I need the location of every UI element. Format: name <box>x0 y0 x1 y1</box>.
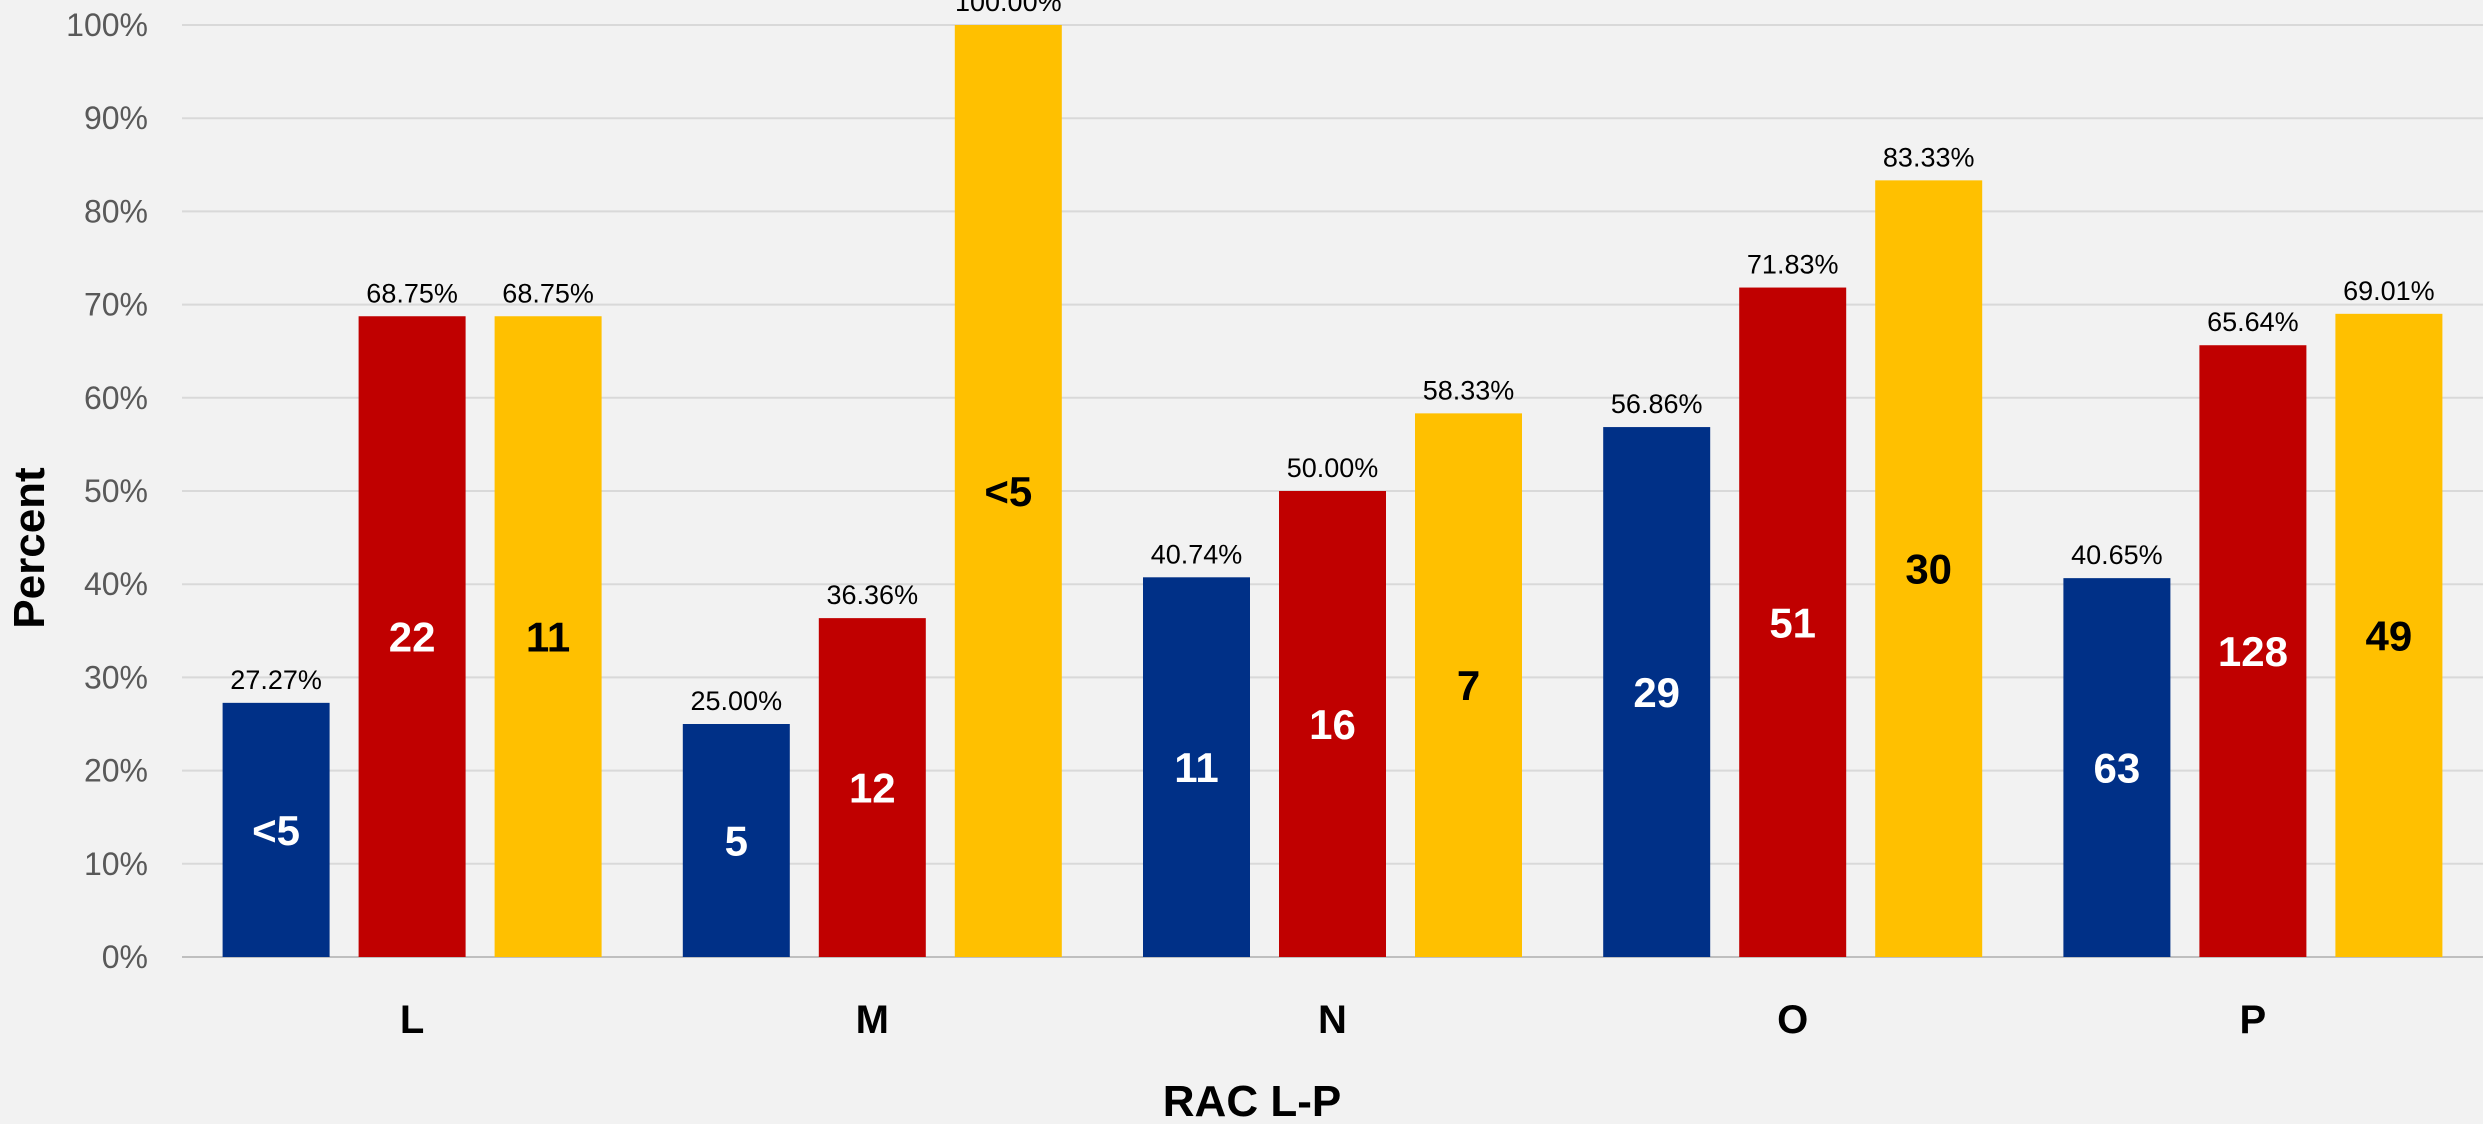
y-tick-label: 20% <box>84 753 148 789</box>
bar <box>1279 491 1386 957</box>
x-tick-label: O <box>1777 998 1808 1042</box>
value-label: 25.00% <box>691 686 783 716</box>
value-label: 40.74% <box>1151 539 1243 569</box>
count-label: 22 <box>389 614 436 661</box>
x-axis-ticks: L M N O P <box>400 998 2266 1042</box>
y-tick-label: 90% <box>84 100 148 136</box>
count-label: 11 <box>526 614 570 661</box>
count-label: 11 <box>1174 744 1218 791</box>
bar <box>358 316 466 957</box>
y-tick-label: 30% <box>84 659 148 695</box>
bar <box>2199 345 2307 957</box>
bar <box>2335 313 2443 958</box>
y-tick-label: 70% <box>84 287 148 323</box>
bar <box>682 724 790 957</box>
value-label: 40.65% <box>2071 540 2163 570</box>
bar <box>1143 577 1250 957</box>
count-label: 30 <box>1905 546 1952 593</box>
y-tick-label: 10% <box>84 846 148 882</box>
data-labels: 27.27% <5 68.75% 22 68.75% 11 25.00% 5 36.36% 12 1… <box>230 0 2434 865</box>
y-tick-label: 0% <box>102 939 148 975</box>
value-label: 68.75% <box>366 278 458 308</box>
value-label: 36.36% <box>827 580 919 610</box>
count-label: 5 <box>725 818 748 865</box>
x-tick-label: P <box>2240 998 2267 1042</box>
bar <box>1415 413 1522 958</box>
x-axis-title: RAC L-P <box>1163 1077 1341 1124</box>
bar <box>1739 287 1847 957</box>
value-label: 71.83% <box>1747 250 1839 280</box>
bar <box>1603 427 1711 957</box>
bar <box>2063 578 2171 957</box>
value-label: 27.27% <box>230 665 322 695</box>
y-tick-label: 100% <box>66 7 148 43</box>
bars <box>222 25 2443 958</box>
value-label: 83.33% <box>1883 142 1975 172</box>
y-axis-title: Percent <box>5 467 54 629</box>
value-label: 56.86% <box>1611 389 1703 419</box>
bar <box>818 618 926 957</box>
y-tick-label: 80% <box>84 193 148 229</box>
count-label: 49 <box>2366 612 2413 659</box>
count-label: 63 <box>2094 745 2141 792</box>
bar <box>494 316 602 957</box>
y-tick-label: 60% <box>84 380 148 416</box>
count-label: <5 <box>984 468 1032 515</box>
bar <box>222 702 330 957</box>
count-label: 12 <box>849 765 896 812</box>
value-label: 50.00% <box>1287 453 1379 483</box>
x-tick-label: L <box>400 998 424 1042</box>
value-label: 68.75% <box>502 278 594 308</box>
value-label: 100.00% <box>955 0 1062 17</box>
value-label: 58.33% <box>1423 375 1515 405</box>
value-label: 65.64% <box>2207 307 2299 337</box>
bar <box>1875 180 1983 958</box>
count-label: 128 <box>2218 628 2288 675</box>
y-axis-ticks: 0% 10% 20% 30% 40% 50% 60% 70% 80% 90% 100% <box>66 7 148 975</box>
bar <box>954 25 1062 957</box>
x-tick-label: N <box>1318 998 1347 1042</box>
value-label: 69.01% <box>2343 276 2435 306</box>
x-tick-label: M <box>856 998 889 1042</box>
count-label: 16 <box>1309 701 1356 748</box>
count-label: 29 <box>1633 669 1680 716</box>
count-label: 7 <box>1457 662 1480 709</box>
count-label: 51 <box>1769 599 1816 646</box>
count-label: <5 <box>252 807 300 854</box>
y-tick-label: 50% <box>84 473 148 509</box>
y-tick-label: 40% <box>84 566 148 602</box>
